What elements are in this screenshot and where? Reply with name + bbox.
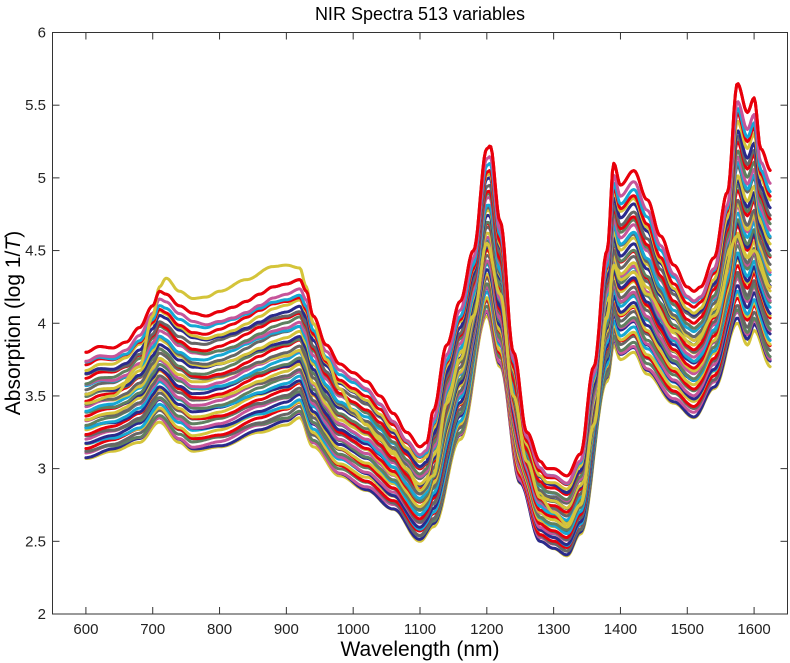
y-tick-label: 2.5 — [25, 533, 46, 550]
y-tick-label: 3.5 — [25, 388, 46, 405]
x-axis-label: Wavelength (nm) — [340, 638, 499, 661]
y-axis-label-suffix: ) — [2, 231, 25, 238]
spectrum-line-outlier — [84, 234, 772, 526]
y-axis: 2 2.5 3 3.5 4 4.5 5 5.5 6 — [25, 25, 788, 623]
x-tick-label: 1300 — [537, 621, 570, 638]
y-axis-label-italic: T — [2, 236, 25, 251]
x-tick-label: 1200 — [470, 621, 503, 638]
x-tick-label: 1100 — [404, 621, 436, 638]
y-tick-label: 4 — [38, 315, 46, 332]
chart-title: NIR Spectra 513 variables — [315, 4, 525, 24]
x-tick-label: 700 — [140, 621, 165, 638]
x-axis: 600 700 800 900 1000 1100 1200 1300 1400 1500 1600 — [73, 32, 771, 638]
spectra-lines — [84, 82, 772, 558]
x-tick-label: 1600 — [737, 621, 770, 638]
x-tick-label: 1500 — [671, 621, 704, 638]
y-tick-label: 5.5 — [25, 97, 46, 114]
y-tick-label: 3 — [38, 461, 46, 478]
x-tick-label: 800 — [207, 621, 232, 638]
y-tick-label: 6 — [38, 25, 46, 42]
y-tick-label: 5 — [38, 170, 46, 187]
x-tick-label: 1400 — [604, 621, 637, 638]
y-tick-label: 4.5 — [25, 243, 46, 260]
spectrum-line-top — [84, 82, 772, 478]
y-tick-label: 2 — [38, 606, 46, 623]
y-axis-label: Absorption (log 1/T) — [2, 231, 25, 415]
x-tick-label: 1000 — [336, 621, 369, 638]
y-axis-label-prefix: Absorption (log 1/ — [2, 250, 25, 415]
x-tick-label: 600 — [73, 621, 98, 638]
x-tick-label: 900 — [274, 621, 299, 638]
spectrum-line-spectrum-02 — [84, 100, 772, 485]
